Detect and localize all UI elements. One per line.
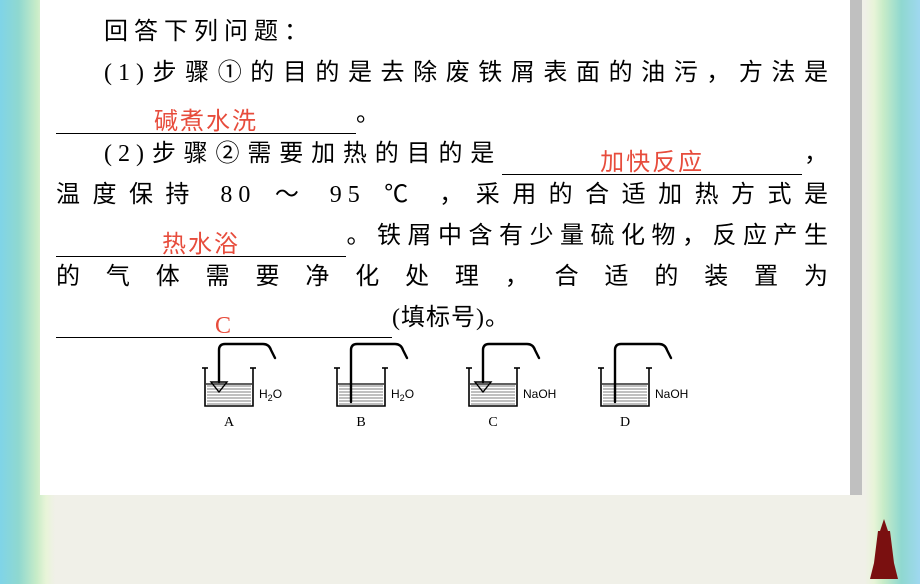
reagent-label-A: H2O (259, 387, 282, 403)
reagent-label-D: NaOH (655, 387, 688, 401)
beaker-svg-B: H2O B (329, 340, 429, 428)
blank-1: 碱煮水洗 (56, 100, 356, 134)
diagram-D: NaOH D (593, 340, 693, 433)
diagram-letter-C: C (488, 415, 497, 428)
diagram-A: H2O A (197, 340, 297, 433)
beaker-svg-A: H2O A (197, 340, 297, 428)
diagram-row: H2O A H2O B NaOH C (56, 340, 834, 433)
q1-suffix: 。 (356, 101, 386, 127)
q1-prefix: (1)步骤①的目的是去除废铁屑表面的油污，方法是 (104, 60, 834, 86)
diagram-C: NaOH C (461, 340, 561, 433)
reagent-label-B: H2O (391, 387, 414, 403)
tower-icon (864, 519, 904, 579)
answer-4: C (215, 313, 233, 339)
beaker-svg-C: NaOH C (461, 340, 561, 428)
diagram-letter-B: B (356, 415, 365, 428)
answer-1: 碱煮水洗 (154, 109, 258, 135)
reagent-label-C: NaOH (523, 387, 556, 401)
q2c-suffix: (填标号)。 (392, 305, 510, 331)
intro-text: 回答下列问题： (104, 19, 314, 45)
tower-decoration (864, 519, 904, 579)
diagram-letter-D: D (620, 415, 630, 428)
diagram-letter-A: A (224, 415, 235, 428)
beaker-svg-D: NaOH D (593, 340, 693, 428)
content-box: 回答下列问题： (1)步骤①的目的是去除废铁屑表面的油污，方法是 碱煮水洗 。 (… (40, 0, 850, 495)
answer-3: 热水浴 (162, 232, 240, 258)
blank-2: 加快反应 (502, 141, 802, 175)
blank-3: 热水浴 (56, 223, 346, 257)
diagram-B: H2O B (329, 340, 429, 433)
question-text: 回答下列问题： (1)步骤①的目的是去除废铁屑表面的油污，方法是 碱煮水洗 。 (… (56, 12, 834, 338)
q2a-prefix: (2)步骤②需要加热的目的是 (104, 141, 502, 167)
blank-4: C (56, 304, 392, 338)
answer-2: 加快反应 (600, 150, 704, 176)
